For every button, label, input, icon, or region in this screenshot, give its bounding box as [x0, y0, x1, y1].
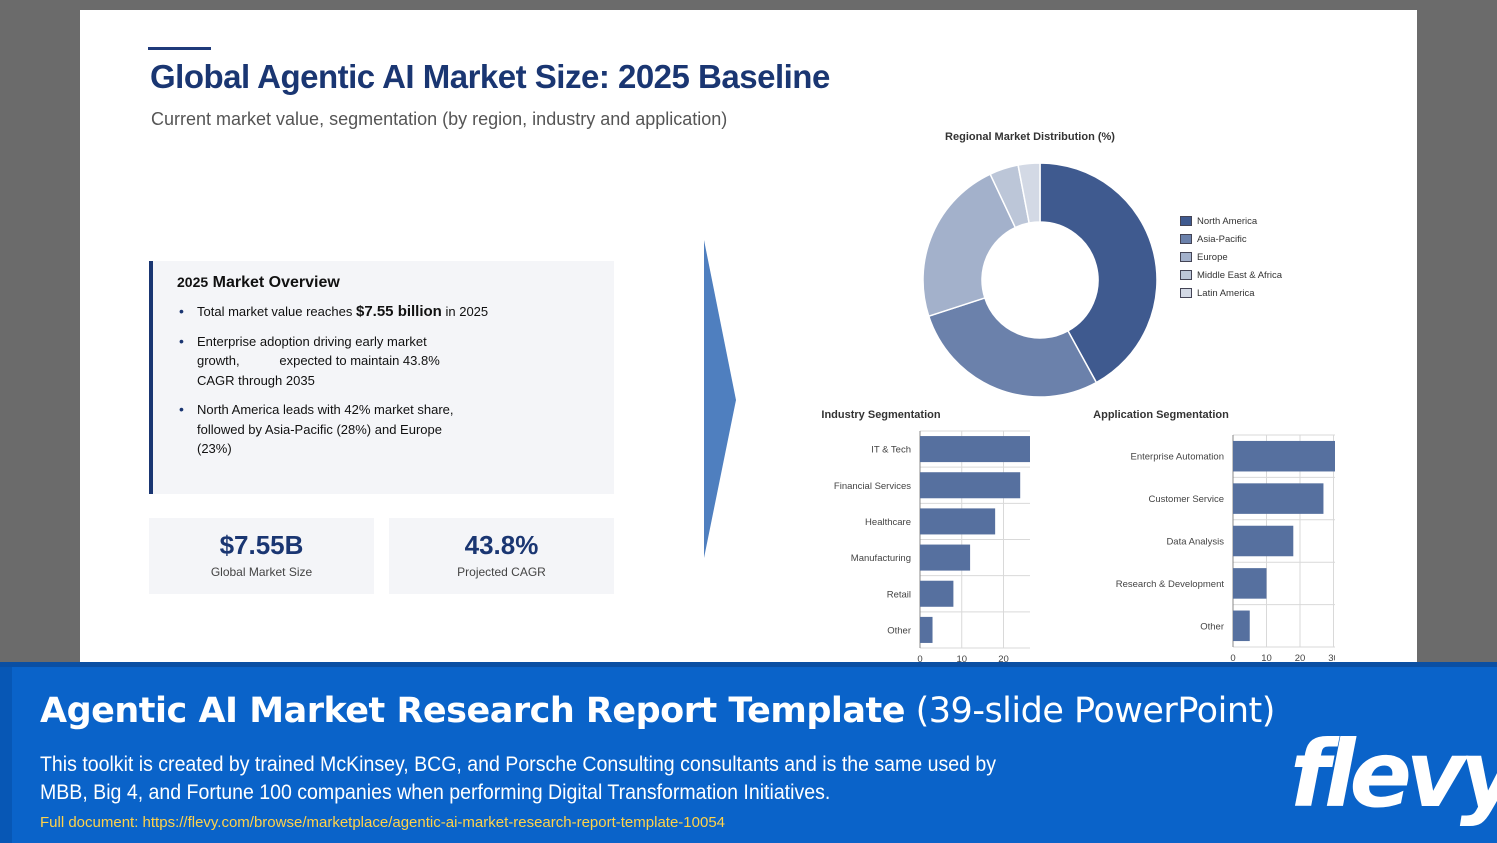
- x-tick-label: 20: [1295, 653, 1306, 664]
- banner-title: Agentic AI Market Research Report Templa…: [40, 691, 1275, 731]
- y-tick-label: Financial Services: [834, 481, 911, 492]
- donut-slice-north-america: [1039, 162, 1158, 384]
- bar: [1233, 568, 1267, 599]
- bullet-text: Total market value reaches: [197, 304, 353, 319]
- market-value-highlight: $7.55 billion: [355, 303, 442, 320]
- y-tick-label: Other: [1200, 621, 1224, 632]
- industry-chart-title: Industry Segmentation: [821, 409, 940, 421]
- legend-label: Latin America: [1197, 287, 1255, 299]
- legend-label: North America: [1197, 215, 1258, 227]
- document-link[interactable]: Full document: https://flevy.com/browse/…: [40, 814, 726, 831]
- bullet-text: in 2025: [445, 304, 489, 319]
- y-tick-label: Research & Development: [1116, 579, 1225, 590]
- bar: [1233, 610, 1250, 642]
- bar: [1233, 483, 1324, 514]
- donut-legend: North America Asia-Pacific Europe Middle Ea…: [1180, 212, 1282, 302]
- y-tick-label: Manufacturing: [851, 553, 911, 564]
- legend-swatch: [1180, 252, 1192, 262]
- x-tick-label: 10: [956, 654, 967, 665]
- bar: [920, 580, 954, 607]
- x-tick-label: 10: [1261, 653, 1272, 664]
- bar: [1233, 525, 1294, 557]
- banner-title-light: (39-slide PowerPoint): [915, 691, 1276, 731]
- banner-title-bold: Agentic AI Market Research Report Templa…: [40, 691, 905, 731]
- legend-swatch: [1180, 288, 1192, 298]
- donut-slice-europe: [922, 173, 1017, 318]
- legend-item: North America: [1180, 212, 1282, 230]
- bar: [920, 472, 1021, 499]
- y-tick-label: Customer Service: [1149, 494, 1225, 505]
- stat-value: $7.55B: [219, 530, 304, 560]
- stat-label: Projected CAGR: [457, 565, 546, 579]
- overview-heading-text: Market Overview: [212, 274, 340, 291]
- title-accent-bar: [148, 47, 211, 50]
- banner-description: This toolkit is created by trained McKin…: [40, 753, 997, 804]
- stat-label: Global Market Size: [210, 565, 313, 579]
- x-tick-label: 0: [917, 654, 922, 665]
- donut-chart-title: Regional Market Distribution (%): [945, 131, 1115, 143]
- stat-value: 43.8%: [464, 530, 539, 560]
- market-overview-box: 2025 Market Overview Total market value …: [149, 261, 614, 494]
- overview-bullet: Enterprise adoption driving early market…: [177, 332, 467, 391]
- overview-bullet-list: Total market value reaches $7.55 billion…: [177, 302, 590, 459]
- regional-donut-chart: Regional Market Distribution (%): [922, 131, 1158, 398]
- arrow-shape: [704, 240, 736, 558]
- overview-bullet: Total market value reaches $7.55 billion…: [177, 302, 497, 322]
- y-tick-label: Healthcare: [865, 517, 911, 528]
- bar: [920, 616, 933, 643]
- legend-label: Asia-Pacific: [1197, 233, 1247, 245]
- legend-swatch: [1180, 270, 1192, 280]
- banner-side-strip: [0, 667, 12, 843]
- donut-slice-latin-america: [1017, 162, 1041, 224]
- bar: [920, 544, 971, 571]
- bar: [920, 508, 996, 535]
- y-tick-label: Data Analysis: [1166, 537, 1224, 548]
- slide: Global Agentic AI Market Size: 2025 Base…: [80, 10, 1417, 665]
- arrow-polygon: [704, 240, 736, 558]
- legend-item: Asia-Pacific: [1180, 230, 1282, 248]
- y-tick-label: Other: [887, 625, 911, 636]
- y-tick-label: Retail: [887, 589, 911, 600]
- industry-bar-chart: Industry Segmentation 010203040IT & Tech…: [821, 409, 1030, 665]
- y-tick-label: IT & Tech: [871, 445, 911, 456]
- legend-item: Latin America: [1180, 284, 1282, 302]
- promo-banner: Agentic AI Market Research Report Templa…: [0, 662, 1497, 843]
- y-tick-label: Enterprise Automation: [1131, 452, 1224, 463]
- legend-swatch: [1180, 216, 1192, 226]
- x-tick-label: 30: [1328, 653, 1335, 664]
- legend-swatch: [1180, 234, 1192, 244]
- overview-heading-year: 2025: [177, 274, 209, 290]
- application-chart-title: Application Segmentation: [1093, 409, 1229, 421]
- page-subtitle: Current market value, segmentation (by r…: [151, 109, 728, 129]
- flevy-logo: flevy: [1290, 721, 1497, 828]
- stat-card-market-size: $7.55B Global Market Size: [149, 518, 374, 594]
- legend-label: Middle East & Africa: [1197, 269, 1283, 281]
- stat-card-cagr: 43.8% Projected CAGR: [389, 518, 614, 594]
- application-bar-chart: Application Segmentation 010203040Enterp…: [1093, 409, 1335, 664]
- x-tick-label: 20: [998, 654, 1009, 665]
- legend-label: Europe: [1197, 251, 1228, 263]
- bar: [1233, 440, 1335, 472]
- bar: [920, 436, 1030, 463]
- overview-bullet: North America leads with 42% market shar…: [177, 400, 477, 459]
- x-tick-label: 0: [1230, 653, 1235, 664]
- legend-item: Europe: [1180, 248, 1282, 266]
- legend-item: Middle East & Africa: [1180, 266, 1282, 284]
- donut-slices: [922, 162, 1158, 398]
- donut-slice-asia-pacific: [927, 296, 1098, 398]
- overview-heading: 2025 Market Overview: [177, 274, 590, 292]
- page-title: Global Agentic AI Market Size: 2025 Base…: [150, 58, 830, 95]
